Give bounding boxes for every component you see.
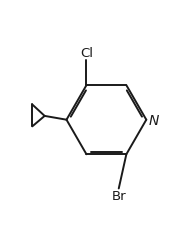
Text: N: N bbox=[148, 113, 159, 127]
Text: Br: Br bbox=[112, 190, 126, 202]
Text: Cl: Cl bbox=[80, 47, 93, 60]
